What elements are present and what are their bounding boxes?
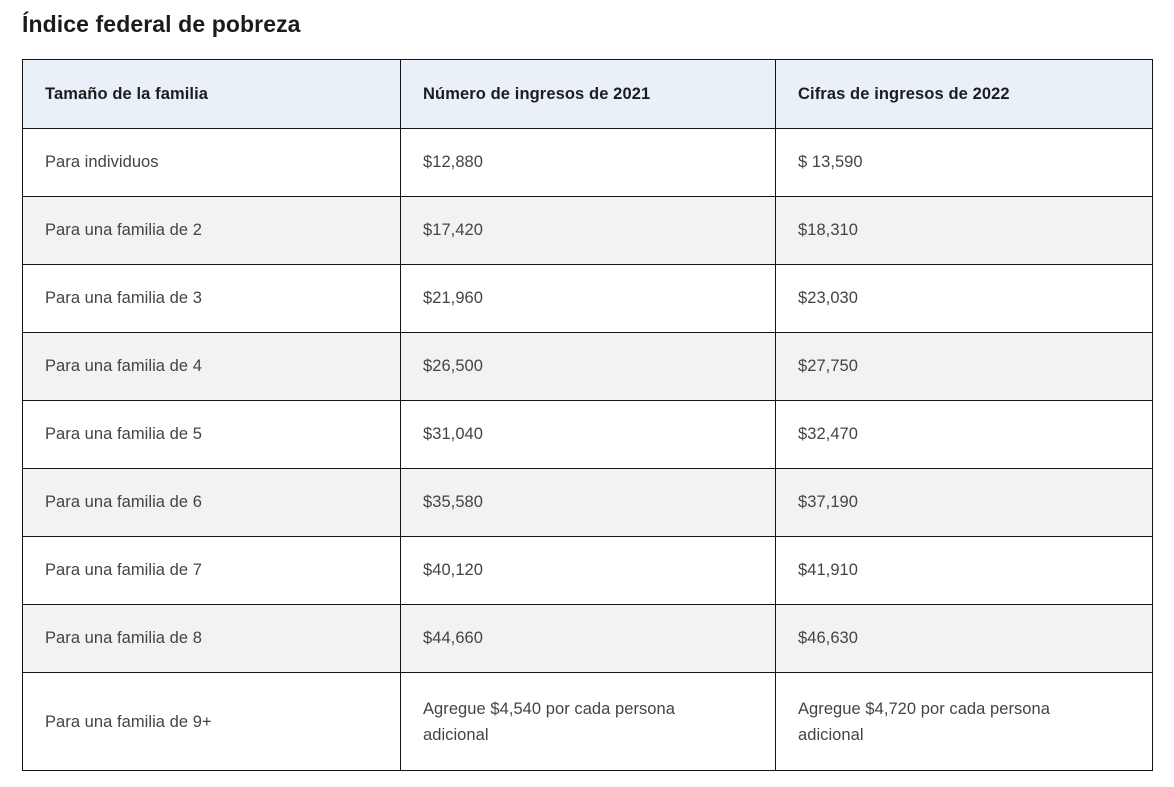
cell-income-2022-text: $27,750 [798, 357, 858, 375]
cell-income-2022-text: $32,470 [798, 425, 858, 443]
cell-family-size: Para individuos [22, 128, 401, 197]
cell-income-2021-text: $21,960 [423, 289, 483, 307]
cell-income-2021-text: Agregue $4,540 por cada persona adiciona… [423, 699, 675, 744]
cell-family-size: Para una familia de 5 [22, 400, 401, 469]
table-header: Tamaño de la familia Número de ingresos … [22, 59, 1153, 129]
cell-income-2022-text: $37,190 [798, 493, 858, 511]
cell-income-2021-text: $44,660 [423, 629, 483, 647]
cell-family-size-text: Para una familia de 8 [45, 629, 202, 647]
table-row: Para individuos $12,880 $ 13,590 [22, 128, 1153, 197]
cell-income-2021: $21,960 [400, 264, 776, 333]
cell-income-2022-text: Agregue $4,720 por cada persona adiciona… [798, 699, 1050, 744]
cell-income-2022: $ 13,590 [775, 128, 1153, 197]
table-row: Para una familia de 2 $17,420 $18,310 [22, 196, 1153, 265]
federal-poverty-level-table: Tamaño de la familia Número de ingresos … [22, 59, 1153, 771]
cell-income-2022: $27,750 [775, 332, 1153, 401]
cell-income-2021: $44,660 [400, 604, 776, 673]
cell-income-2021: Agregue $4,540 por cada persona adiciona… [400, 672, 776, 771]
cell-income-2022-text: $46,630 [798, 629, 858, 647]
table-row: Para una familia de 6 $35,580 $37,190 [22, 468, 1153, 537]
cell-income-2021-text: $40,120 [423, 561, 483, 579]
cell-income-2021-text: $12,880 [423, 153, 483, 171]
cell-income-2022: $46,630 [775, 604, 1153, 673]
cell-income-2022: $37,190 [775, 468, 1153, 537]
cell-income-2021: $35,580 [400, 468, 776, 537]
table-body: Para individuos $12,880 $ 13,590 Para una f… [22, 128, 1153, 771]
cell-income-2022: Agregue $4,720 por cada persona adiciona… [775, 672, 1153, 771]
cell-family-size-text: Para individuos [45, 153, 159, 171]
federal-poverty-level-table-wrap: Tamaño de la familia Número de ingresos … [22, 59, 1153, 771]
table-header-row: Tamaño de la familia Número de ingresos … [22, 59, 1153, 129]
cell-income-2022: $41,910 [775, 536, 1153, 605]
cell-income-2022-text: $ 13,590 [798, 153, 863, 171]
cell-income-2021: $31,040 [400, 400, 776, 469]
page-title: Índice federal de pobreza [22, 11, 301, 37]
cell-income-2021-text: $35,580 [423, 493, 483, 511]
cell-income-2022: $18,310 [775, 196, 1153, 265]
cell-income-2021: $40,120 [400, 536, 776, 605]
cell-income-2021: $17,420 [400, 196, 776, 265]
cell-family-size-text: Para una familia de 4 [45, 357, 202, 375]
table-row: Para una familia de 5 $31,040 $32,470 [22, 400, 1153, 469]
cell-family-size-text: Para una familia de 2 [45, 221, 202, 239]
column-header-family-size: Tamaño de la familia [22, 59, 401, 129]
cell-income-2022: $32,470 [775, 400, 1153, 469]
table-row: Para una familia de 7 $40,120 $41,910 [22, 536, 1153, 605]
cell-income-2021: $12,880 [400, 128, 776, 197]
cell-family-size-text: Para una familia de 9+ [45, 712, 212, 731]
cell-income-2022-text: $41,910 [798, 561, 858, 579]
cell-income-2022-text: $23,030 [798, 289, 858, 307]
cell-family-size: Para una familia de 3 [22, 264, 401, 333]
cell-family-size-text: Para una familia de 3 [45, 289, 202, 307]
cell-family-size: Para una familia de 9+ [22, 672, 401, 771]
cell-family-size: Para una familia de 6 [22, 468, 401, 537]
cell-income-2022: $23,030 [775, 264, 1153, 333]
cell-income-2021-text: $26,500 [423, 357, 483, 375]
table-row: Para una familia de 3 $21,960 $23,030 [22, 264, 1153, 333]
cell-family-size-text: Para una familia de 5 [45, 425, 202, 443]
cell-family-size-text: Para una familia de 7 [45, 561, 202, 579]
cell-income-2021-text: $31,040 [423, 425, 483, 443]
column-header-income-2021: Número de ingresos de 2021 [400, 59, 776, 129]
cell-family-size: Para una familia de 2 [22, 196, 401, 265]
cell-family-size: Para una familia de 8 [22, 604, 401, 673]
cell-income-2021-text: $17,420 [423, 221, 483, 239]
cell-income-2021: $26,500 [400, 332, 776, 401]
cell-family-size: Para una familia de 4 [22, 332, 401, 401]
table-row: Para una familia de 9+ Agregue $4,540 por… [22, 672, 1153, 771]
table-row: Para una familia de 8 $44,660 $46,630 [22, 604, 1153, 673]
table-row: Para una familia de 4 $26,500 $27,750 [22, 332, 1153, 401]
cell-income-2022-text: $18,310 [798, 221, 858, 239]
cell-family-size: Para una familia de 7 [22, 536, 401, 605]
cell-family-size-text: Para una familia de 6 [45, 493, 202, 511]
column-header-income-2022: Cifras de ingresos de 2022 [775, 59, 1153, 129]
